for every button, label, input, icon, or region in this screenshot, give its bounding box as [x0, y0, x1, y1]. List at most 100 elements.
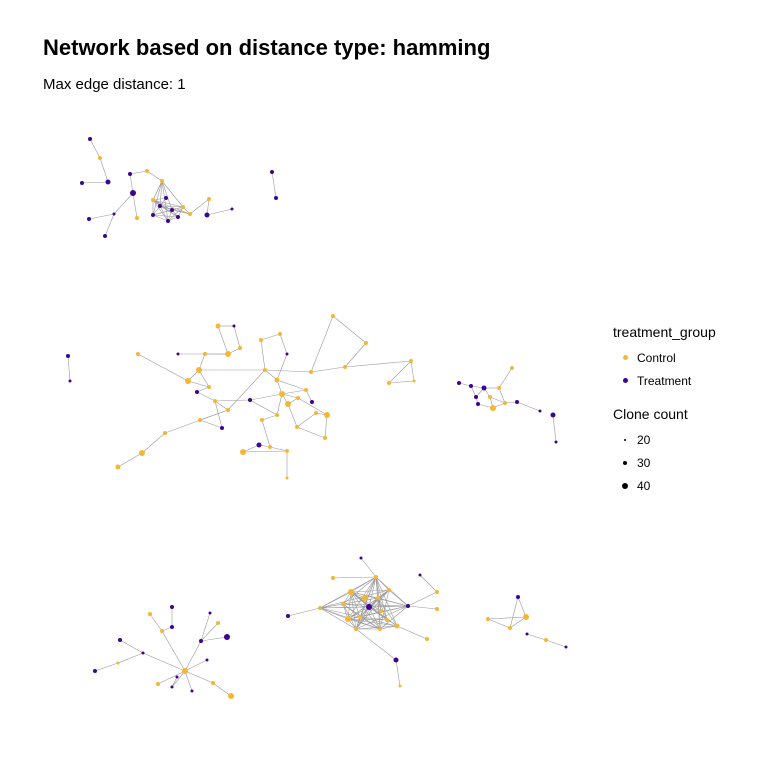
- network-node-treatment: [285, 352, 289, 356]
- network-node-control: [314, 411, 318, 415]
- network-node-treatment: [199, 639, 203, 643]
- network-edge: [470, 385, 477, 398]
- legend-size-20-dot: [624, 438, 626, 441]
- network-node-treatment: [270, 170, 274, 174]
- network-edge: [407, 591, 438, 607]
- network-edge: [206, 208, 233, 216]
- network-node-control: [376, 596, 380, 600]
- network-edge: [132, 192, 138, 219]
- network-node-control: [145, 169, 149, 173]
- network-node-treatment: [469, 384, 473, 388]
- network-edge: [264, 369, 278, 381]
- network-node-treatment: [220, 426, 224, 430]
- network-edge: [419, 574, 438, 593]
- network-node-treatment: [230, 207, 234, 211]
- chart-title: Network based on distance type: hamming: [43, 35, 491, 60]
- network-node-control: [163, 431, 167, 435]
- network-edge: [517, 596, 527, 618]
- network-node-treatment: [112, 212, 116, 216]
- network-edge: [379, 605, 409, 630]
- network-edge: [319, 607, 357, 630]
- network-edge: [509, 616, 527, 629]
- network-edge: [297, 397, 328, 416]
- legend-item-treatment: Treatment: [613, 369, 763, 392]
- network-edge: [396, 625, 428, 640]
- network-node-control: [160, 179, 164, 183]
- network-edge: [410, 360, 415, 382]
- legend-size-30-dot: [623, 460, 627, 465]
- network-node-treatment: [359, 556, 363, 560]
- network-edge: [319, 576, 377, 609]
- network-edge: [212, 682, 232, 697]
- network-edge: [242, 450, 288, 453]
- legend-item-label: 20: [637, 432, 651, 447]
- network-edge: [407, 605, 438, 610]
- network-node-control: [331, 314, 335, 318]
- network-edge: [261, 414, 278, 421]
- legend-item-control: Control: [613, 346, 763, 369]
- network-node-control: [268, 445, 272, 449]
- network-edge: [260, 339, 266, 371]
- network-node-treatment: [232, 324, 236, 328]
- network-edge: [310, 315, 334, 373]
- network-node-control: [354, 627, 358, 631]
- network-edge: [264, 369, 312, 373]
- network-edge: [388, 360, 412, 384]
- network-edge: [310, 366, 346, 373]
- network-edge: [161, 180, 173, 211]
- network-node-treatment: [525, 632, 529, 636]
- network-node-control: [412, 379, 416, 383]
- network-node-control: [486, 617, 490, 621]
- network-node-control: [216, 621, 220, 625]
- network-edge: [117, 652, 144, 664]
- network-edge: [184, 670, 193, 692]
- network-node-treatment: [481, 385, 487, 391]
- network-edge: [159, 205, 169, 222]
- network-node-control: [274, 377, 280, 383]
- network-edge: [161, 180, 184, 208]
- network-node-control: [343, 365, 347, 369]
- network-node-treatment: [175, 675, 179, 679]
- network-edge: [200, 622, 219, 642]
- network-edge: [214, 400, 229, 411]
- legend-item-label: Control: [637, 350, 676, 365]
- network-edge: [487, 616, 527, 620]
- network-edges: [67, 138, 567, 697]
- network-node-treatment: [151, 213, 155, 217]
- network-node-treatment: [224, 634, 230, 640]
- network-node-treatment: [164, 196, 168, 200]
- network-node-control: [151, 198, 155, 202]
- network-edge: [152, 199, 191, 215]
- network-edge: [332, 576, 377, 579]
- network-node-control: [331, 576, 335, 580]
- network-node-control: [188, 212, 192, 216]
- network-node-control: [156, 682, 160, 686]
- network-edge: [276, 379, 307, 391]
- network-node-control: [207, 197, 211, 201]
- network-edge: [395, 659, 401, 687]
- legend-treatment-swatch: [622, 378, 628, 383]
- network-edge: [137, 353, 189, 382]
- network-edge: [157, 670, 186, 685]
- network-edge: [206, 198, 210, 216]
- network-graph: [66, 137, 568, 699]
- network-edge: [287, 403, 298, 428]
- network-edge: [184, 670, 214, 684]
- network-edge: [152, 206, 184, 216]
- network-node-treatment: [128, 172, 132, 176]
- legend-item-label: Treatment: [637, 373, 692, 388]
- network-edge: [375, 576, 390, 591]
- network-edge: [152, 180, 163, 216]
- network-edge: [152, 214, 169, 222]
- network-edge: [324, 414, 328, 439]
- network-node-treatment: [68, 379, 72, 383]
- network-edge: [214, 400, 223, 429]
- network-node-treatment: [406, 604, 410, 608]
- network-edge: [200, 612, 211, 642]
- network-edge: [552, 414, 557, 443]
- network-edge: [214, 399, 251, 402]
- network-edge: [184, 640, 202, 672]
- network-edge: [388, 380, 415, 384]
- network-node-treatment: [195, 390, 199, 394]
- legend-size-title: Clone count: [613, 406, 688, 422]
